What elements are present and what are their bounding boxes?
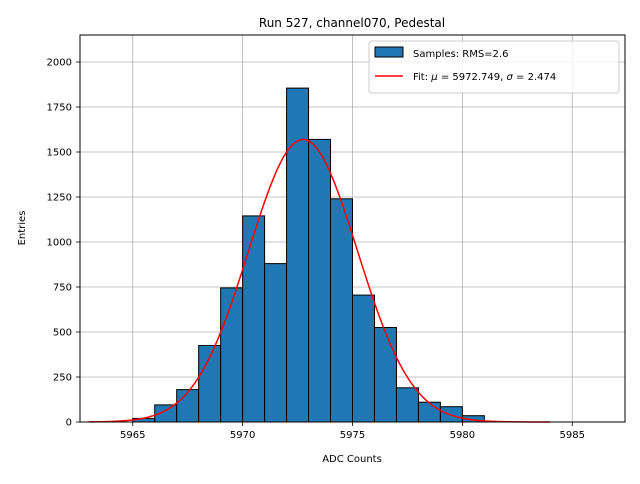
histogram-bar — [330, 198, 354, 423]
histogram-bar — [308, 138, 332, 423]
fit-label-prefix: Fit: — [413, 72, 431, 83]
histogram-bar — [395, 387, 419, 423]
mu-equals: = — [438, 72, 453, 83]
x-axis-label: ADC Counts — [322, 454, 382, 465]
histogram-bars — [132, 87, 485, 423]
legend: Samples: RMS=2.6 Fit: μ = 5972.749, σ = … — [368, 40, 620, 94]
sigma-symbol: σ — [506, 72, 513, 83]
legend-label-fit: Fit: μ = 5972.749, σ = 2.474 — [413, 72, 556, 83]
fit-sigma-value: 2.474 — [528, 72, 557, 83]
y-tick-label: 2000 — [47, 58, 72, 69]
y-tick-label: 750 — [53, 283, 72, 294]
legend-swatch-samples — [374, 46, 404, 58]
y-tick-label: 0 — [66, 418, 72, 429]
y-tick-label: 500 — [53, 328, 72, 339]
x-tick-label: 5985 — [560, 430, 585, 441]
x-tick-label: 5965 — [120, 430, 145, 441]
histogram-bar — [373, 327, 397, 423]
histogram-bar — [264, 263, 288, 423]
y-axis-label: Entries — [17, 211, 28, 246]
legend-frame — [368, 40, 620, 94]
histogram-bar — [220, 287, 244, 423]
x-tick-label: 5970 — [230, 430, 255, 441]
y-tick-label: 1500 — [47, 148, 72, 159]
y-tick-label: 1750 — [47, 103, 72, 114]
sigma-equals: = — [513, 72, 528, 83]
fit-curve-group — [88, 138, 551, 423]
x-axis: 5965 5970 5975 5980 5985 — [120, 422, 585, 441]
fit-mu-value: 5972.749 — [452, 72, 500, 83]
y-tick-label: 250 — [53, 373, 72, 384]
y-tick-label: 1000 — [47, 238, 72, 249]
legend-label-samples: Samples: RMS=2.6 — [413, 49, 508, 60]
chart-title: Run 527, channel070, Pedestal — [259, 16, 445, 30]
mu-symbol: μ — [430, 72, 437, 83]
x-tick-label: 5975 — [340, 430, 365, 441]
histogram-bar — [286, 87, 310, 423]
x-tick-label: 5980 — [450, 430, 475, 441]
fit-separator: , — [500, 72, 506, 83]
histogram-bar — [176, 389, 200, 423]
histogram-bar — [352, 294, 375, 423]
y-axis: 0 250 500 750 1000 1250 1500 1750 2000 — [47, 58, 80, 429]
fit-curve — [88, 138, 551, 423]
histogram-bar — [439, 406, 463, 423]
histogram-bar — [242, 215, 266, 423]
y-tick-label: 1250 — [47, 193, 72, 204]
histogram-bar — [417, 401, 441, 423]
